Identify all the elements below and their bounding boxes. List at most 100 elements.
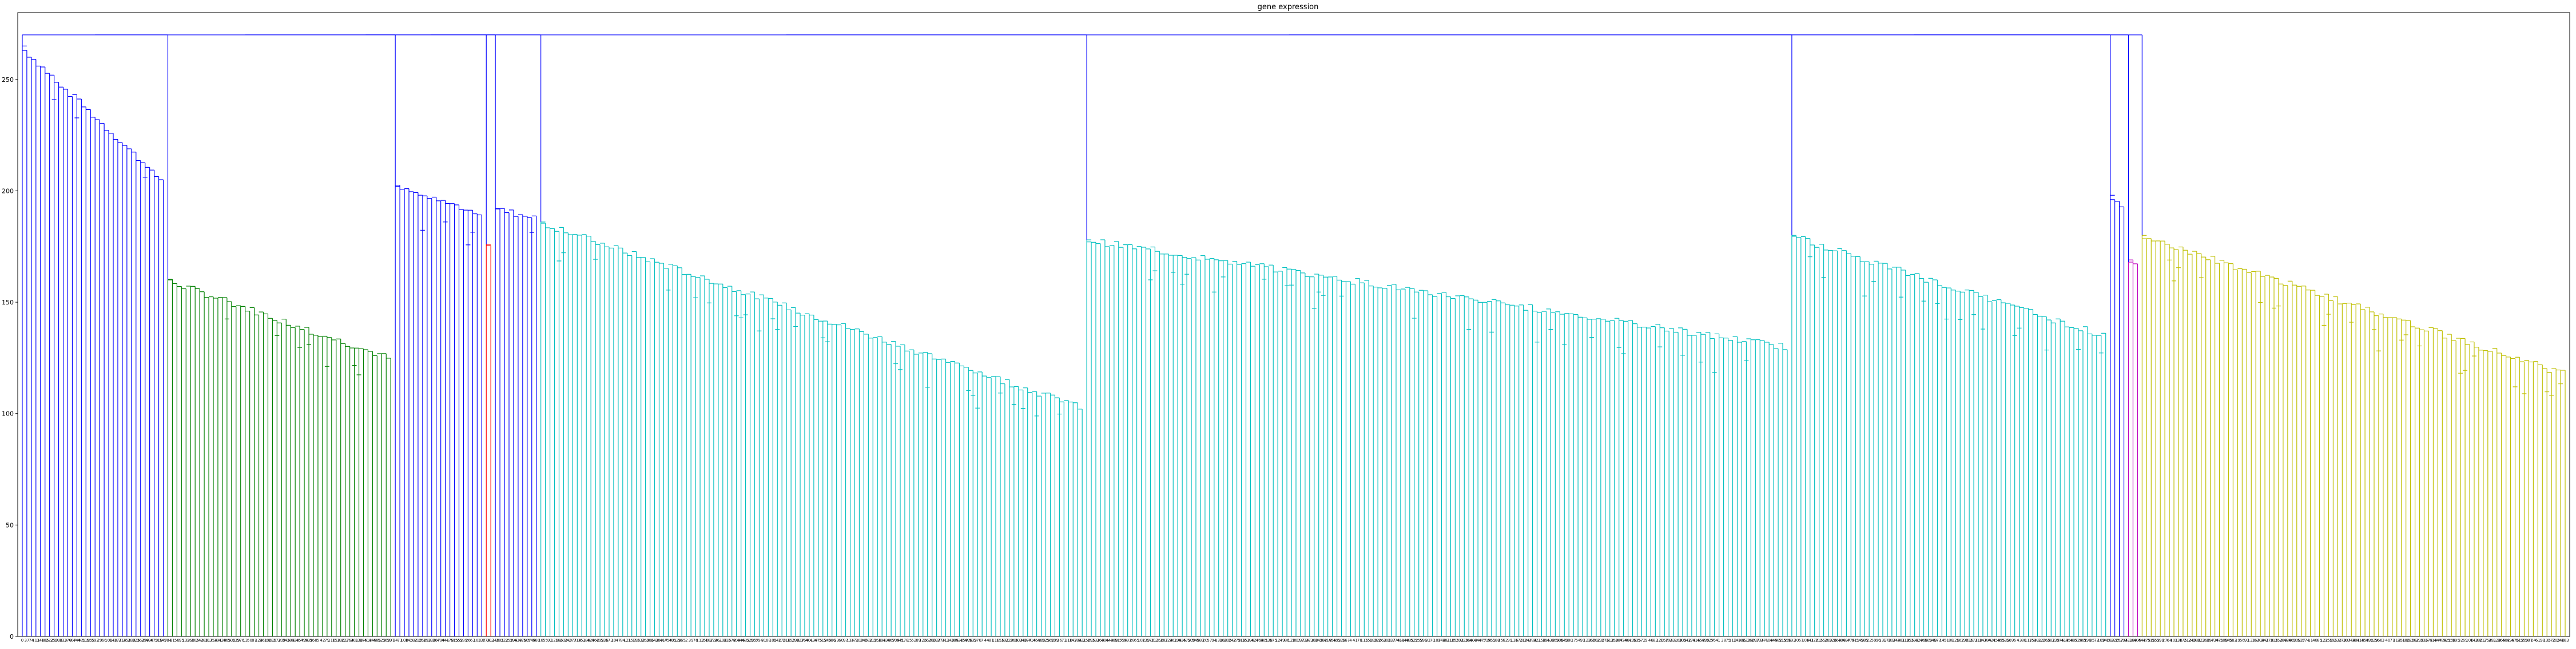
y-tick-label: 150 bbox=[2, 299, 14, 306]
leaf-label: 412 bbox=[364, 638, 372, 643]
leaf-label: 265 bbox=[2043, 638, 2050, 643]
leaf-label: 161 bbox=[260, 638, 267, 643]
leaf-label: 46 bbox=[1648, 638, 1653, 643]
leaf-label: 482 bbox=[1774, 638, 1782, 643]
leaf-label: 225 bbox=[2407, 638, 2414, 643]
leaf-label: 113 bbox=[696, 638, 703, 643]
leaf-label: 181 bbox=[1442, 638, 1450, 643]
leaf-label: 510 bbox=[155, 638, 162, 643]
leaf-label: 33 bbox=[1425, 638, 1430, 643]
leaf-label: 583 bbox=[1196, 638, 1204, 643]
leaf-label: 197 bbox=[1297, 638, 1304, 643]
leaf-label: 414 bbox=[1028, 638, 1036, 643]
leaf-label: 404 bbox=[437, 638, 445, 643]
plot-frame bbox=[17, 12, 2570, 637]
leaf-label: 255 bbox=[1452, 638, 1459, 643]
leaf-label: 591 bbox=[1124, 638, 1131, 643]
leaf-label: 224 bbox=[710, 638, 718, 643]
leaf-label: 269 bbox=[642, 638, 649, 643]
leaf-label: 27 bbox=[2162, 638, 2168, 643]
leaf-label: 100 bbox=[474, 638, 481, 643]
leaf-label: 301 bbox=[351, 638, 358, 643]
leaf-label: 339 bbox=[2052, 638, 2060, 643]
leaf-label: 178 bbox=[1811, 638, 1818, 643]
leaf-label: 374 bbox=[1392, 638, 1400, 643]
leaf-label: 494 bbox=[300, 638, 308, 643]
leaf-label: 241 bbox=[2261, 638, 2268, 643]
leaf-label: 104 bbox=[1802, 638, 1810, 643]
leaf-label: 152 bbox=[1365, 638, 1373, 643]
leaf-label: 490 bbox=[1702, 638, 1709, 643]
leaf-label: 226 bbox=[1374, 638, 1382, 643]
leaf-label: 110 bbox=[1065, 638, 1072, 643]
leaf-label: 89 bbox=[916, 638, 921, 643]
leaf-label: 151 bbox=[2398, 638, 2405, 643]
leaf-label: 168 bbox=[1219, 638, 1227, 643]
leaf-label: 397 bbox=[2207, 638, 2214, 643]
leaf-label: 574 bbox=[2302, 638, 2310, 643]
leaf-label: 428 bbox=[218, 638, 226, 643]
leaf-label: 547 bbox=[160, 638, 167, 643]
leaf-label: 258 bbox=[1083, 638, 1090, 643]
leaf-label: 418 bbox=[2356, 638, 2364, 643]
leaf-label: 264 bbox=[346, 638, 354, 643]
leaf-label: 461 bbox=[1624, 638, 1632, 643]
leaf-label: 40 bbox=[2385, 638, 2390, 643]
leaf-label: 149 bbox=[1734, 638, 1741, 643]
leaf-label: 336 bbox=[2420, 638, 2428, 643]
leaf-label: 422 bbox=[956, 638, 963, 643]
leaf-label: 465 bbox=[223, 638, 230, 643]
y-tick-label: 100 bbox=[2, 410, 14, 418]
leaf-label: 432 bbox=[1547, 638, 1555, 643]
leaf-label: 536 bbox=[601, 638, 609, 643]
leaf-label: 496 bbox=[965, 638, 973, 643]
leaf-label: 407 bbox=[69, 638, 76, 643]
leaf-label: 132 bbox=[182, 638, 190, 643]
leaf-label: 389 bbox=[2279, 638, 2287, 643]
leaf-label: 587 bbox=[2525, 638, 2533, 643]
leaf-label: 424 bbox=[1620, 638, 1628, 643]
leaf-label: 597 bbox=[387, 638, 395, 643]
leaf-label: 470 bbox=[519, 638, 526, 643]
leaf-label: 83 bbox=[1653, 638, 1658, 643]
leaf-label: 532 bbox=[2002, 638, 2009, 643]
leaf-label: 282 bbox=[865, 638, 872, 643]
leaf-label: 97 bbox=[843, 638, 848, 643]
leaf-label: 575 bbox=[1270, 638, 1277, 643]
leaf-label: 307 bbox=[2343, 638, 2351, 643]
leaf-label: 363 bbox=[1834, 638, 1841, 643]
leaf-label: 9 bbox=[1645, 638, 1647, 643]
leaf-label: 466 bbox=[1920, 638, 1928, 643]
leaf-label: 23 bbox=[834, 638, 839, 643]
leaf-label: 434 bbox=[2211, 638, 2219, 643]
leaf-label: 588 bbox=[1492, 638, 1500, 643]
leaf-label: 315 bbox=[2270, 638, 2277, 643]
leaf-label: 362 bbox=[137, 638, 144, 643]
leaf-label: 522 bbox=[1410, 638, 1418, 643]
leaf-label: 530 bbox=[1338, 638, 1345, 643]
leaf-label: 326 bbox=[1829, 638, 1837, 643]
leaf-label: 268 bbox=[1674, 638, 1681, 643]
leaf-label: 592 bbox=[92, 638, 99, 643]
leaf-label: 227 bbox=[341, 638, 349, 643]
leaf-label: 443 bbox=[1106, 638, 1113, 643]
leaf-label: 273 bbox=[1970, 638, 1977, 643]
leaf-label: 387 bbox=[1615, 638, 1623, 643]
leaf-label: 511 bbox=[1852, 638, 1859, 643]
leaf-label: 142 bbox=[774, 638, 781, 643]
leaf-label: 311 bbox=[942, 638, 949, 643]
leaf-label: 342 bbox=[1683, 638, 1691, 643]
leaf-label: 114 bbox=[2393, 638, 2401, 643]
leaf-label: 6 bbox=[2013, 638, 2016, 643]
leaf-label: 554 bbox=[1119, 638, 1127, 643]
leaf-label: 409 bbox=[733, 638, 740, 643]
leaf-label: 509 bbox=[1187, 638, 1195, 643]
leaf-label: 369 bbox=[1096, 638, 1104, 643]
leaf-label: 281 bbox=[1897, 638, 1905, 643]
leaf-label: 171 bbox=[851, 638, 858, 643]
leaf-label: 288 bbox=[128, 638, 135, 643]
leaf-label: 232 bbox=[637, 638, 645, 643]
leaf-label: 210 bbox=[1520, 638, 1527, 643]
leaf-label: 333 bbox=[59, 638, 67, 643]
